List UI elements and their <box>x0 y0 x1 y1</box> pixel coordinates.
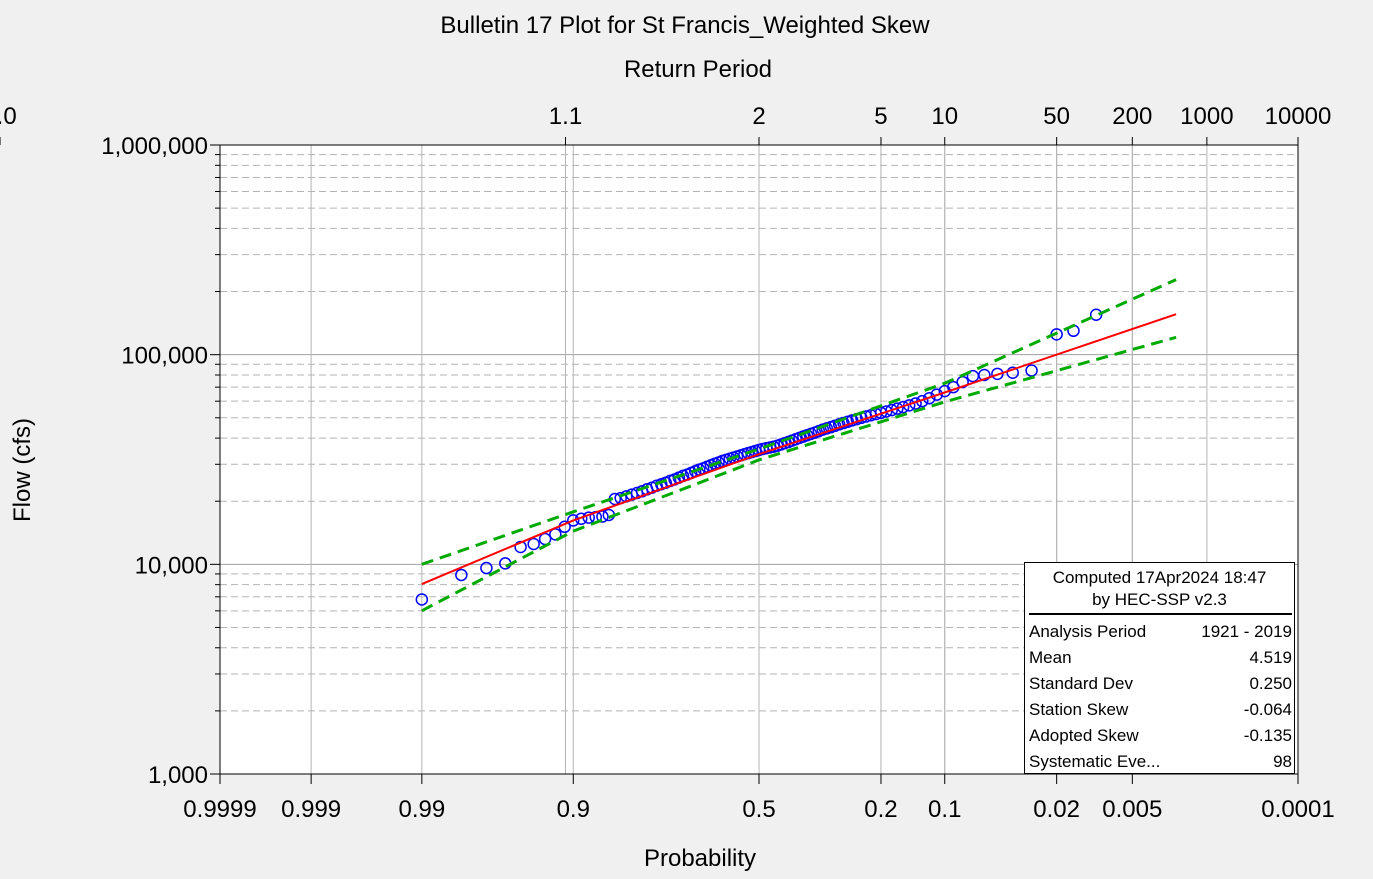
statistics-row: Mean 4.519 <box>1025 645 1294 671</box>
return-period-tick-label: 50 <box>1043 103 1070 130</box>
software-version: by HEC-SSP v2.3 <box>1092 590 1227 609</box>
y-tick-label: 1,000,000 <box>101 133 208 160</box>
y-axis-title: Flow (cfs) <box>9 418 36 522</box>
x-tick-label: 0.02 <box>1033 796 1080 823</box>
statistic-label: Analysis Period <box>1029 622 1147 641</box>
computed-curve <box>421 313 1177 586</box>
x-tick-label: 0.0001 <box>1261 796 1334 823</box>
statistics-row: Systematic Eve... 98 <box>1025 749 1294 775</box>
statistic-value: -0.064 <box>1243 700 1292 719</box>
x-tick-label: 0.9 <box>557 796 590 823</box>
y-tick-label: 1,000 <box>148 762 208 789</box>
statistics-row: Analysis Period 1921 - 2019 <box>1025 619 1294 645</box>
observed-point <box>415 593 429 606</box>
x-tick-label: 0.999 <box>281 796 341 823</box>
y-tick-label: 10,000 <box>135 552 208 579</box>
x-tick-label: 0.5 <box>742 796 775 823</box>
axes: 0.9999 0.999 0.99 0.9 0.5 0.2 0.1 0.02 0.005 0.00… <box>0 103 1335 823</box>
statistic-label: Standard Dev <box>1029 674 1133 693</box>
return-period-tick-label: 10000 <box>1265 103 1332 130</box>
x-tick-label: 0.9999 <box>183 796 256 823</box>
y-tick-label: 100,000 <box>121 343 208 370</box>
return-period-tick-label: 1.1 <box>549 103 582 130</box>
statistics-row: Station Skew -0.064 <box>1025 697 1294 723</box>
statistic-label: Station Skew <box>1029 700 1129 719</box>
statistics-divider <box>1029 613 1292 615</box>
return-period-tick-label: 1000 <box>1180 103 1233 130</box>
confidence-limit-lower <box>421 335 1177 613</box>
return-period-axis-title: Return Period <box>624 56 772 83</box>
x-tick-label: 0.99 <box>398 796 445 823</box>
statistic-value: 1921 - 2019 <box>1201 622 1292 641</box>
x-axis-title: Probability <box>644 845 756 872</box>
observed-point <box>480 561 493 575</box>
observed-point <box>923 391 936 405</box>
return-period-tick-label: 5 <box>874 103 887 130</box>
observed-point <box>1025 364 1038 377</box>
statistic-label: Systematic Eve... <box>1029 752 1161 771</box>
statistics-header: Computed 17Apr2024 18:47 by HEC-SSP v2.3 <box>1025 563 1294 611</box>
chart-title: Bulletin 17 Plot for St Francis_Weighted… <box>440 12 930 39</box>
statistic-label: Adopted Skew <box>1029 726 1139 745</box>
observed-point <box>455 568 468 582</box>
statistics-row: Adopted Skew -0.135 <box>1025 723 1294 749</box>
statistics-rows: Analysis Period 1921 - 2019 Mean 4.519 Stand… <box>1025 619 1294 775</box>
return-period-tick-label: 2 <box>752 103 765 130</box>
statistic-value: -0.135 <box>1243 726 1292 745</box>
series <box>415 278 1177 613</box>
x-tick-label: 0.1 <box>928 796 961 823</box>
statistic-value: 98 <box>1273 752 1292 771</box>
statistic-label: Mean <box>1029 648 1072 667</box>
observed-point <box>885 403 898 417</box>
return-period-tick-label: 10 <box>931 103 958 130</box>
observed-point <box>567 514 580 527</box>
statistic-value: 0.250 <box>1249 674 1292 693</box>
observed-point <box>930 388 944 401</box>
x-tick-label: 0.2 <box>864 796 897 823</box>
observed-point <box>1089 308 1103 322</box>
computed-date: Computed 17Apr2024 18:47 <box>1052 568 1267 587</box>
statistics-row: Standard Dev 0.250 <box>1025 671 1294 697</box>
observed-point <box>1006 366 1019 379</box>
confidence-limit-upper <box>421 278 1177 566</box>
statistics-box: Computed 17Apr2024 18:47 by HEC-SSP v2.3… <box>1024 562 1295 774</box>
observed-point <box>978 368 991 382</box>
observed-point <box>527 537 540 551</box>
x-tick-label: 0.005 <box>1102 796 1162 823</box>
statistic-value: 4.519 <box>1249 648 1292 667</box>
return-period-tick-label: 200 <box>1112 103 1152 130</box>
return-period-tick-label: 1.0 <box>0 103 17 130</box>
observed-point <box>891 402 904 415</box>
